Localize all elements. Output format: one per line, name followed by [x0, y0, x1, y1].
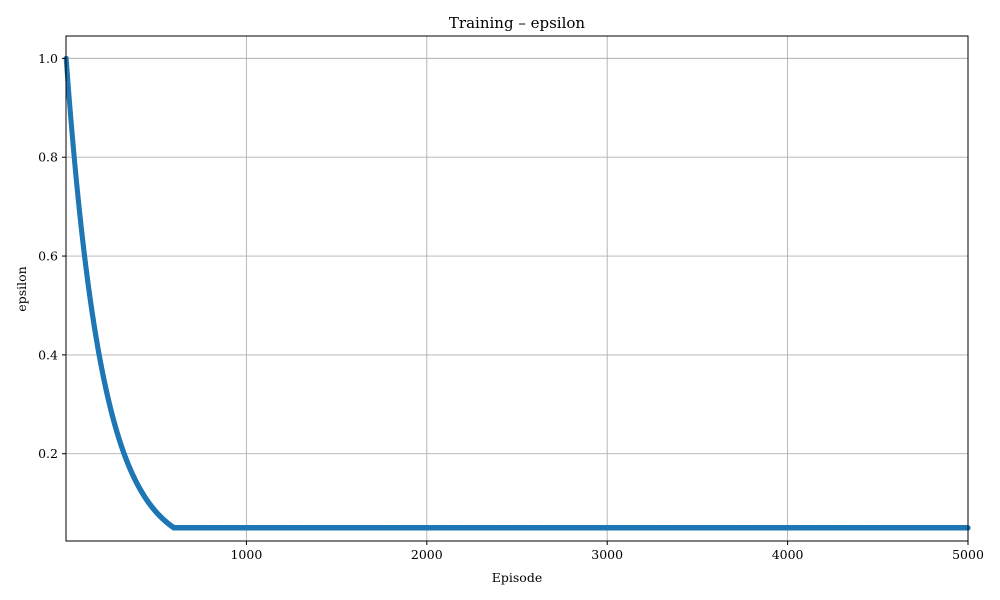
grid-lines: [66, 36, 968, 541]
data-points: [63, 55, 971, 531]
chart-title: Training – epsilon: [449, 14, 585, 32]
